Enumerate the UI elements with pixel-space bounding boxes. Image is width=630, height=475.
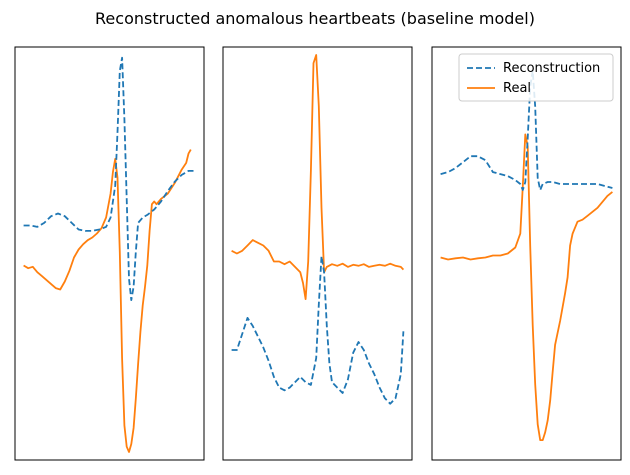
axes-frame-2 bbox=[222, 46, 413, 461]
axes-frame-3 bbox=[431, 46, 622, 461]
legend-real-label: Real bbox=[503, 81, 531, 96]
plot-lines-1 bbox=[23, 56, 196, 453]
subplot-1 bbox=[14, 46, 205, 461]
reconstruction-line-panel-1 bbox=[23, 56, 196, 301]
real-line-panel-1 bbox=[23, 149, 192, 453]
axes-frame-1 bbox=[14, 46, 205, 461]
plot-lines-3 bbox=[440, 69, 613, 441]
legend-box bbox=[458, 53, 614, 102]
reconstruction-line-panel-2 bbox=[231, 255, 405, 405]
subplot-2 bbox=[222, 46, 413, 461]
real-line-panel-2 bbox=[231, 54, 405, 300]
figure-title: Reconstructed anomalous heartbeats (base… bbox=[95, 9, 535, 28]
legend-reconstruction-label: Reconstruction bbox=[503, 61, 600, 76]
real-line-panel-3 bbox=[440, 133, 613, 441]
subplot-3 bbox=[431, 46, 622, 461]
plot-lines-2 bbox=[231, 54, 405, 405]
reconstruction-line-panel-3 bbox=[440, 69, 613, 191]
legend: Reconstruction Real bbox=[458, 53, 614, 102]
